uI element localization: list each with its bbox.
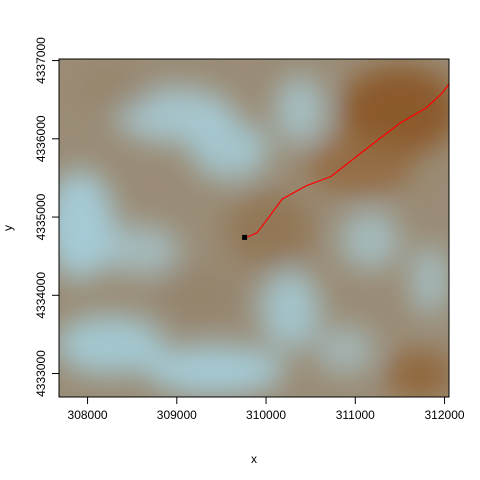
- y-tick-label: 4334000: [34, 272, 48, 319]
- x-tick-label: 310000: [246, 408, 286, 422]
- start-point-layer: [242, 234, 248, 240]
- y-tick-label: 4335000: [34, 193, 48, 240]
- y-axis: 4333000 4334000 4335000 4336000 4337000: [34, 37, 59, 397]
- x-tick-label: 312000: [425, 408, 465, 422]
- plot-frame: [58, 58, 450, 398]
- x-tick-label: 309000: [157, 408, 197, 422]
- y-tick-label: 4333000: [34, 350, 48, 397]
- terrain-raster: [59, 59, 449, 397]
- y-tick-label: 4336000: [34, 115, 48, 162]
- path-layer: [246, 83, 449, 238]
- route-line: [246, 83, 449, 238]
- x-axis: 308000 309000 310000 311000 312000: [68, 397, 465, 422]
- x-axis-title: x: [251, 452, 257, 466]
- x-tick-label: 311000: [336, 408, 375, 422]
- start-point-marker: [242, 234, 248, 240]
- y-axis-title: y: [1, 225, 15, 231]
- x-tick-label: 308000: [68, 408, 108, 422]
- y-tick-label: 4337000: [34, 37, 48, 84]
